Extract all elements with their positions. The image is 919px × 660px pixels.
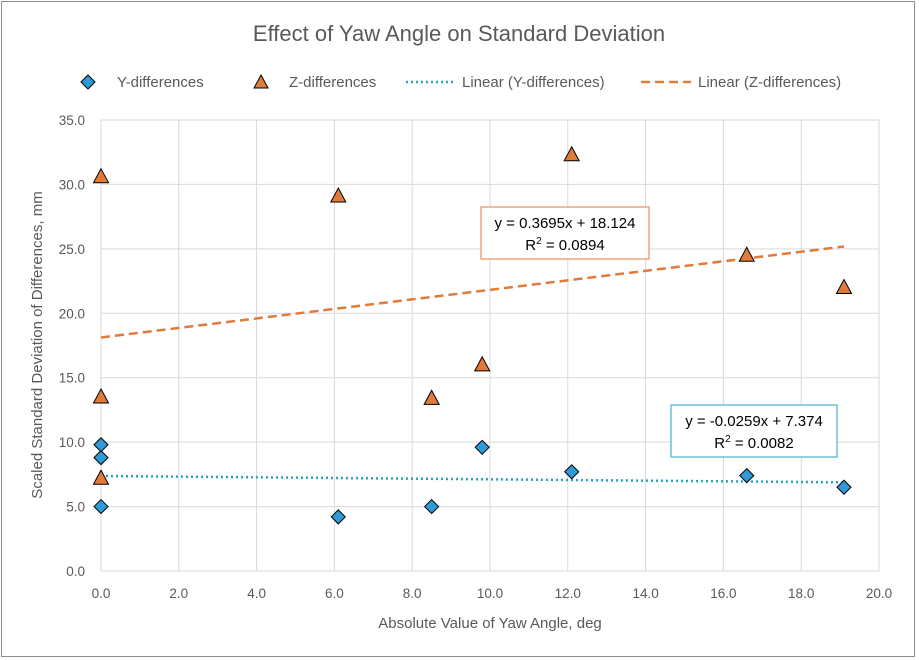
x-tick-label: 2.0 xyxy=(169,586,188,601)
trendline-z-differences xyxy=(100,245,845,339)
x-tick-label: 10.0 xyxy=(477,586,503,601)
trendlines xyxy=(100,245,845,484)
y-differences-point xyxy=(739,467,755,484)
x-axis-title: Absolute Value of Yaw Angle, deg xyxy=(378,615,602,632)
legend-label-z-differences: Z-differences xyxy=(289,74,376,91)
y-tick-label: 15.0 xyxy=(59,371,85,386)
data-points xyxy=(92,145,853,525)
equation-box-y-border xyxy=(670,404,838,458)
y-differences-point xyxy=(474,439,490,456)
x-tick-label: 4.0 xyxy=(247,586,266,601)
legend-item-linear-y: Linear (Y-differences) xyxy=(406,74,605,91)
x-tick-label: 14.0 xyxy=(632,586,658,601)
x-tick-labels: 0.0 2.0 4.0 6.0 8.0 10.0 12.0 14.0 16.0 18.0 20.0 xyxy=(92,586,893,601)
trendline-y-differences xyxy=(100,474,845,484)
equation-box-z-border xyxy=(480,206,650,260)
y-tick-label: 10.0 xyxy=(59,435,85,450)
z-differences-point xyxy=(835,278,853,295)
y-tick-labels: 0.0 5.0 10.0 15.0 20.0 25.0 30.0 35.0 xyxy=(59,113,85,579)
y-differences-point xyxy=(423,498,440,515)
legend-item-z-differences: Z-differences xyxy=(253,73,376,91)
legend-label-y-differences: Y-differences xyxy=(117,74,204,91)
chart-title: Effect of Yaw Angle on Standard Deviatio… xyxy=(253,21,665,46)
z-differences-point xyxy=(329,186,347,203)
x-tick-label: 16.0 xyxy=(710,586,736,601)
legend-label-linear-y: Linear (Y-differences) xyxy=(462,74,605,91)
z-differences-point xyxy=(423,389,440,405)
y-tick-label: 35.0 xyxy=(59,113,85,128)
r-squared-y: R2 = 0.0082 xyxy=(714,434,793,452)
legend: Y-differences Z-differences Linear (Y-di… xyxy=(80,73,841,91)
equation-z: y = 0.3695x + 18.124 xyxy=(495,215,636,232)
y-differences-point xyxy=(93,498,109,515)
x-tick-label: 0.0 xyxy=(92,586,111,601)
equation-y: y = -0.0259x + 7.374 xyxy=(685,413,823,430)
equation-box-y: y = -0.0259x + 7.374 R2 = 0.0082 xyxy=(670,404,838,458)
legend-label-linear-z: Linear (Z-differences) xyxy=(698,74,841,91)
y-differences-point xyxy=(93,437,109,453)
y-tick-label: 30.0 xyxy=(59,177,85,192)
y-tick-label: 5.0 xyxy=(66,500,85,515)
legend-item-y-differences: Y-differences xyxy=(80,74,204,91)
equation-box-z: y = 0.3695x + 18.124 R2 = 0.0894 xyxy=(480,206,650,260)
z-differences-point xyxy=(92,167,110,184)
z-differences-point xyxy=(92,469,110,485)
x-tick-label: 18.0 xyxy=(788,586,814,601)
x-tick-label: 8.0 xyxy=(403,586,422,601)
y-tick-label: 20.0 xyxy=(59,306,85,321)
r-squared-z: R2 = 0.0894 xyxy=(525,236,604,254)
y-tick-label: 0.0 xyxy=(66,564,85,579)
z-differences-point xyxy=(473,355,491,372)
legend-item-linear-z: Linear (Z-differences) xyxy=(641,74,841,91)
y-differences-point xyxy=(563,464,580,480)
x-tick-label: 20.0 xyxy=(866,586,892,601)
z-differences-point xyxy=(738,246,756,262)
gridlines xyxy=(100,119,880,572)
x-tick-label: 12.0 xyxy=(555,586,581,601)
y-differences-point xyxy=(836,479,852,495)
y-differences-point xyxy=(93,449,109,466)
legend-marker-triangle xyxy=(253,73,269,89)
x-tick-label: 6.0 xyxy=(325,586,344,601)
y-axis-title: Scaled Standard Deviation of Differences… xyxy=(29,191,46,498)
z-differences-point xyxy=(563,145,581,162)
z-differences-point xyxy=(92,387,110,404)
y-tick-label: 25.0 xyxy=(59,242,85,257)
y-differences-point xyxy=(330,509,346,525)
legend-marker-diamond xyxy=(80,74,96,90)
